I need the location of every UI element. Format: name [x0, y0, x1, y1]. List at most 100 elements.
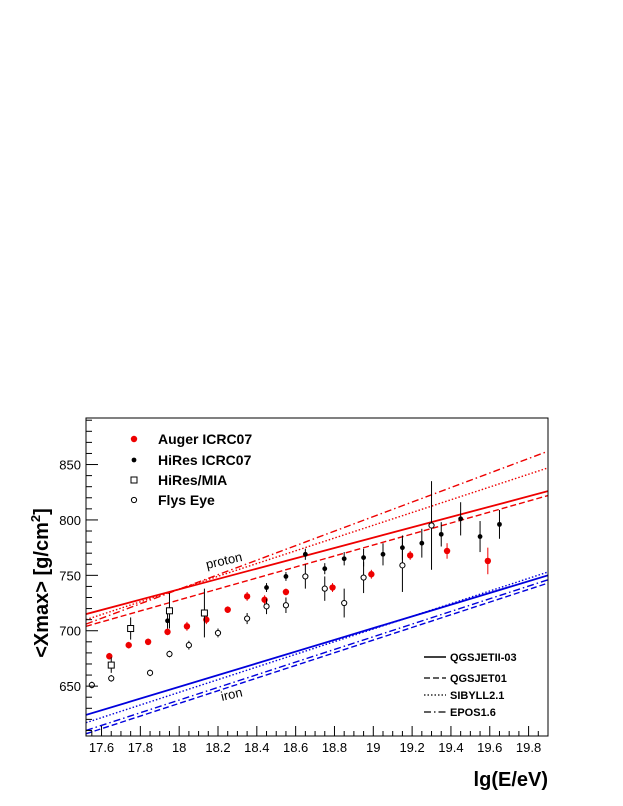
- series-auger-icrc07: [106, 543, 492, 660]
- legend-label: Auger ICRC07: [158, 431, 252, 447]
- data-point: [302, 573, 309, 580]
- data-point: [127, 625, 135, 633]
- y-axis-title-sup: 2: [28, 515, 43, 522]
- x-tick-label: 17.8: [128, 740, 153, 755]
- x-tick-label: 18.8: [322, 740, 347, 755]
- data-point: [282, 588, 290, 596]
- legend-item-hires-icrc07: HiRes ICRC07: [131, 452, 252, 468]
- proton-line-qgsjetii-03: [86, 490, 548, 615]
- legend-item-flys-eye: Flys Eye: [130, 492, 215, 508]
- data-point: [243, 593, 251, 600]
- legend-label: QGSJET01: [450, 673, 507, 685]
- legend-item-qgsjetii-03: QGSJETII-03: [424, 652, 517, 664]
- y-tick-label: 850: [59, 458, 81, 473]
- data-point: [144, 638, 152, 646]
- y-tick-label: 700: [59, 624, 81, 639]
- proton-line-qgsjet01: [86, 494, 548, 627]
- legend-label: SIBYLL2.1: [450, 690, 504, 702]
- x-tick-label: 18.2: [205, 740, 230, 755]
- x-tick-label: 19.6: [477, 740, 502, 755]
- legend-label: EPOS1.6: [450, 707, 496, 719]
- legend-marker: [131, 457, 137, 463]
- legend-item-sibyll2-1: SIBYLL2.1: [424, 690, 504, 702]
- data-point: [341, 556, 347, 562]
- x-tick-label: 19.4: [438, 740, 463, 755]
- data-point: [263, 603, 270, 610]
- data-point: [360, 574, 367, 581]
- iron-line-qgsjetii-03: [86, 574, 548, 716]
- iron-line-sibyll2-1: [86, 571, 548, 724]
- legend-label: HiRes ICRC07: [158, 452, 252, 468]
- proton-line-epos1-6: [86, 450, 548, 625]
- data-legend: Auger ICRC07 HiRes ICRC07 HiRes/MIA Flys Ey…: [130, 431, 252, 508]
- data-point: [399, 562, 406, 569]
- data-point: [282, 602, 290, 609]
- model-legend: QGSJETII-03 QGSJET01 SIBYLL2.1 EPOS1.6: [424, 652, 517, 719]
- axes: 17.6 17.8 18 18.2 18.4 18.6 18.8 19 19.2 19.4 19.6…: [59, 419, 541, 755]
- data-point: [380, 551, 386, 557]
- x-tick-label: 18.4: [244, 740, 269, 755]
- legend-label: Flys Eye: [158, 492, 215, 508]
- x-tick-label: 17.6: [89, 740, 114, 755]
- data-point: [428, 522, 435, 529]
- data-point: [185, 642, 192, 649]
- y-tick-label: 800: [59, 513, 81, 528]
- legend-marker: [130, 496, 138, 504]
- data-point: [329, 584, 336, 591]
- data-points: [88, 481, 502, 689]
- data-point: [321, 585, 328, 592]
- data-point: [438, 531, 444, 537]
- legend-item-qgsjet01: QGSJET01: [424, 673, 507, 685]
- data-point: [406, 552, 414, 559]
- data-point: [183, 623, 191, 630]
- iron-label: iron: [219, 684, 244, 703]
- data-point: [244, 615, 251, 622]
- series-flys-eye: [88, 481, 435, 689]
- data-point: [166, 650, 173, 658]
- legend-label: HiRes/MIA: [158, 472, 227, 488]
- data-point: [224, 606, 231, 613]
- plot-frame: [85, 417, 549, 737]
- y-tick-label: 650: [59, 679, 81, 694]
- data-point: [458, 516, 464, 522]
- x-tick-label: 19: [366, 740, 380, 755]
- data-point: [341, 599, 348, 607]
- data-point: [88, 681, 95, 689]
- data-point: [214, 629, 222, 637]
- proton-label: proton: [204, 549, 243, 572]
- data-point: [477, 534, 483, 539]
- data-point: [165, 618, 170, 624]
- data-point: [361, 555, 366, 561]
- proton-line-sibyll2-1: [86, 467, 548, 621]
- plot-area: [86, 450, 548, 735]
- data-point: [368, 571, 375, 578]
- y-tick-label: 750: [59, 568, 81, 583]
- data-point: [302, 551, 308, 557]
- data-point: [497, 521, 502, 527]
- model-lines: [86, 450, 548, 735]
- data-point: [264, 585, 269, 590]
- series-hires-icrc07: [165, 502, 502, 629]
- data-point: [146, 669, 154, 676]
- legend-item-epos1-6: EPOS1.6: [424, 707, 496, 719]
- iron-line-epos1-6: [86, 579, 548, 732]
- data-point: [283, 574, 289, 579]
- x-axis-title: lg(E/eV): [474, 769, 548, 791]
- legend-marker: [130, 476, 138, 484]
- data-point: [165, 607, 173, 615]
- data-point: [484, 557, 492, 565]
- data-point: [322, 566, 328, 572]
- x-tick-label: 18: [172, 740, 186, 755]
- data-point: [108, 675, 115, 682]
- data-point: [164, 628, 171, 636]
- y-axis-title: <Xmax> [g/cm2]: [28, 508, 53, 658]
- data-point: [419, 540, 425, 546]
- x-tick-label: 18.6: [283, 740, 308, 755]
- legend-label: QGSJETII-03: [450, 652, 517, 664]
- x-tick-label: 19.2: [399, 740, 424, 755]
- data-point: [125, 641, 132, 649]
- data-point: [443, 547, 451, 555]
- x-tick-label: 19.8: [516, 740, 541, 755]
- data-point: [200, 609, 208, 617]
